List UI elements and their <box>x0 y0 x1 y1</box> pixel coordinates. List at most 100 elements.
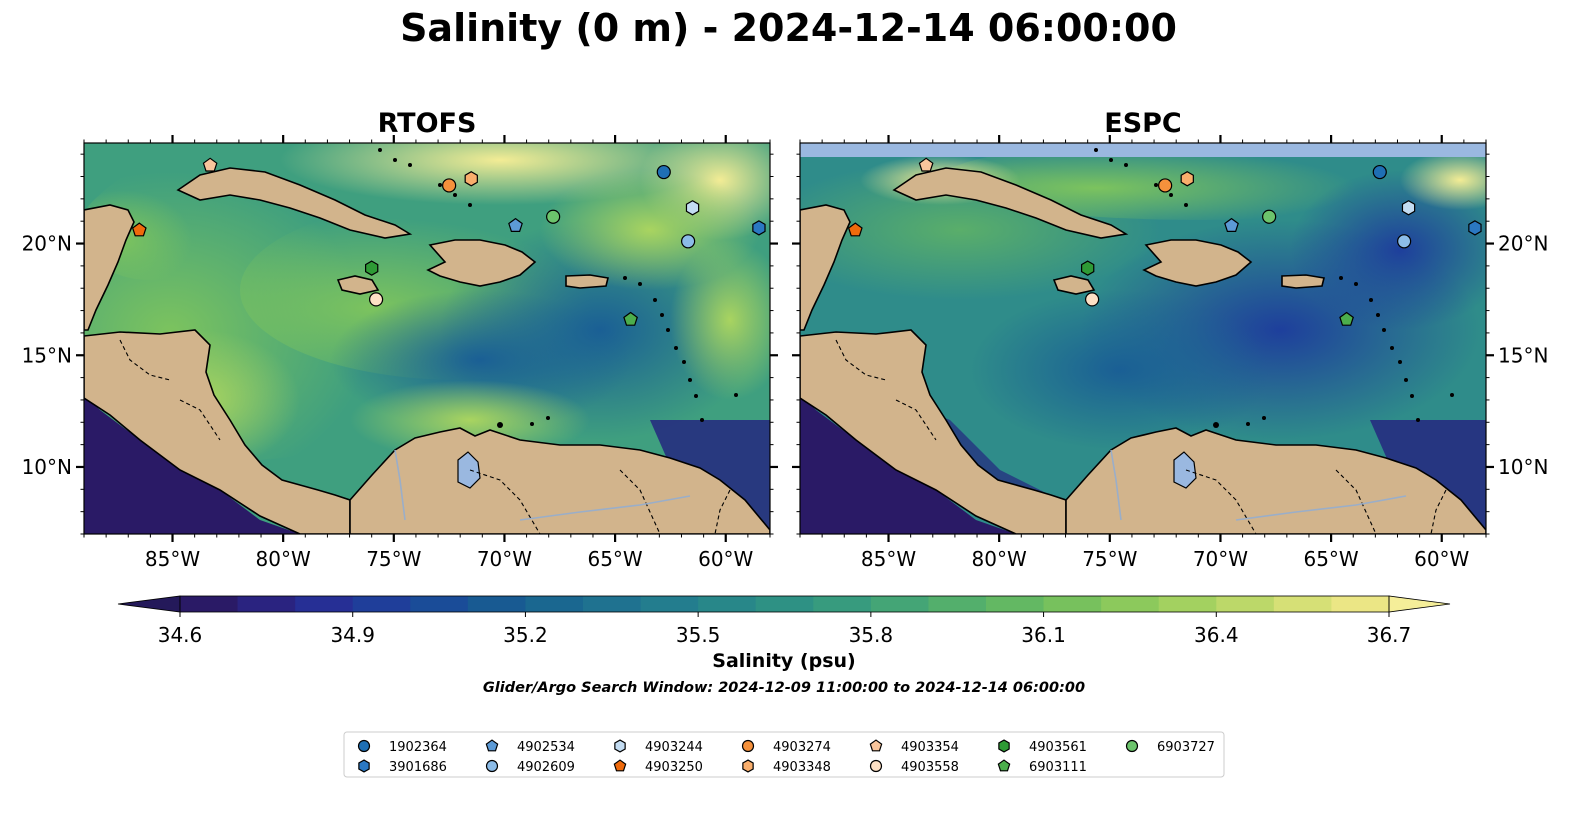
espc-float-marker-4903561 <box>1080 260 1095 276</box>
espc-float-marker-4903250 <box>847 222 863 237</box>
espc-float-marker-4902609 <box>1397 234 1412 249</box>
legend-marker-6903727 <box>1125 739 1139 753</box>
colorbar-tick-label: 36.1 <box>1021 623 1066 647</box>
rtofs-float-marker-4903244 <box>685 200 700 216</box>
espc-float-marker-3901686 <box>1468 220 1482 236</box>
lon-tick-label: 65°W <box>587 547 642 571</box>
colorbar-segment <box>410 596 469 612</box>
legend-label: 6903111 <box>1029 760 1087 775</box>
colorbar-segment <box>755 596 814 612</box>
colorbar-under-extend <box>117 595 181 613</box>
lat-tick-label: 15°N <box>1498 343 1548 367</box>
rtofs-borders <box>119 339 731 534</box>
colorbar-segment <box>986 596 1045 612</box>
rtofs-salinity-field <box>84 143 770 534</box>
espc-panel-title: ESPC <box>1104 108 1182 139</box>
lat-tick-label: 15°N <box>22 343 72 367</box>
espc-land <box>800 167 1486 534</box>
lon-tick-label: 60°W <box>698 547 753 571</box>
float-markers <box>131 157 1482 326</box>
colorbar-frame <box>179 595 1390 613</box>
espc-lake <box>1173 451 1197 489</box>
legend-label: 4902534 <box>517 740 575 755</box>
colorbar-segment <box>1216 596 1275 612</box>
legend-label: 4902609 <box>517 760 575 775</box>
rtofs-rivers <box>394 449 691 521</box>
espc-salinity-field <box>800 143 1486 534</box>
legend-marker-4903348 <box>742 759 754 773</box>
legend-label: 4903558 <box>901 760 959 775</box>
legend-label: 6903727 <box>1157 740 1215 755</box>
legend-marker-4902609 <box>485 759 499 773</box>
colorbar-segment <box>237 596 296 612</box>
lat-tick-label: 10°N <box>1498 455 1548 479</box>
main-title: Salinity (0 m) - 2024-12-14 06:00:00 <box>400 6 1177 50</box>
float-legend: 1902364 3901686 4902534 4902609 4903244 49032… <box>343 731 1225 778</box>
colorbar-tick-label: 35.5 <box>676 623 721 647</box>
lat-tick-label: 10°N <box>22 455 72 479</box>
colorbar-tick-label: 35.2 <box>503 623 548 647</box>
colorbar-tick-label: 36.7 <box>1367 623 1412 647</box>
colorbar-segment <box>640 596 699 612</box>
lon-tick-label: 85°W <box>145 547 200 571</box>
espc-float-marker-6903111 <box>1339 311 1354 326</box>
colorbar-segment <box>928 596 987 612</box>
legend-label: 4903354 <box>901 740 959 755</box>
espc-map-panel <box>799 142 1487 535</box>
legend-marker-4903250 <box>613 759 627 772</box>
rtofs-float-marker-1902364 <box>656 164 671 180</box>
espc-float-marker-4903348 <box>1180 171 1194 187</box>
espc-float-marker-4903354 <box>918 157 934 172</box>
colorbar-segment <box>583 596 642 612</box>
colorbar-segment <box>525 596 584 612</box>
colorbar-segment <box>870 596 930 612</box>
colorbar-segment <box>295 596 354 612</box>
lon-tick-label: 70°W <box>1193 547 1248 571</box>
legend-label: 4903250 <box>645 760 703 775</box>
rtofs-map-panel <box>83 142 771 535</box>
legend-marker-1902364 <box>357 739 371 753</box>
legend-marker-4903561 <box>998 739 1010 753</box>
espc-rivers <box>1110 449 1407 521</box>
rtofs-float-marker-4902609 <box>681 234 696 249</box>
legend-marker-4903354 <box>869 739 883 752</box>
colorbar-segment <box>1273 596 1333 612</box>
colorbar-segment <box>1158 596 1217 612</box>
rtofs-float-marker-3901686 <box>752 220 766 236</box>
lat-tick-label: 20°N <box>22 232 72 256</box>
legend-marker-4902534 <box>485 739 499 752</box>
lon-tick-label: 80°W <box>256 547 311 571</box>
lon-tick-label: 75°W <box>366 547 421 571</box>
espc-float-marker-6903727 <box>1262 209 1277 224</box>
colorbar-segment <box>467 596 527 612</box>
colorbar-segment <box>698 596 757 612</box>
colorbar-segment <box>1043 596 1102 612</box>
colorbar-segment <box>352 596 411 612</box>
legend-marker-4903558 <box>869 759 883 773</box>
rtofs-float-marker-4902534 <box>508 217 523 232</box>
lon-tick-label: 80°W <box>972 547 1027 571</box>
espc-borders <box>835 339 1447 534</box>
colorbar-segment <box>813 596 872 612</box>
legend-label: 3901686 <box>389 760 447 775</box>
colorbar-tick-label: 34.9 <box>330 623 375 647</box>
colorbar-segment <box>180 596 239 612</box>
colorbar-segment <box>1331 596 1390 612</box>
espc-float-marker-4903244 <box>1401 200 1416 216</box>
colorbar-tick-label: 36.4 <box>1194 623 1239 647</box>
legend-marker-3901686 <box>358 759 370 773</box>
rtofs-float-marker-4903558 <box>369 292 384 307</box>
espc-no-data-strip <box>800 143 1486 157</box>
espc-float-marker-4903274 <box>1158 178 1173 193</box>
lon-tick-label: 70°W <box>477 547 532 571</box>
rtofs-float-marker-4903561 <box>365 260 379 276</box>
espc-float-marker-4903558 <box>1085 292 1100 307</box>
colorbar-segment <box>1101 596 1160 612</box>
rtofs-float-marker-4903348 <box>464 171 478 187</box>
rtofs-float-marker-4903354 <box>202 157 218 172</box>
rtofs-float-marker-4903250 <box>131 222 147 237</box>
legend-label: 4903561 <box>1029 740 1087 755</box>
lon-tick-label: 65°W <box>1303 547 1358 571</box>
rtofs-float-marker-6903111 <box>623 311 638 326</box>
